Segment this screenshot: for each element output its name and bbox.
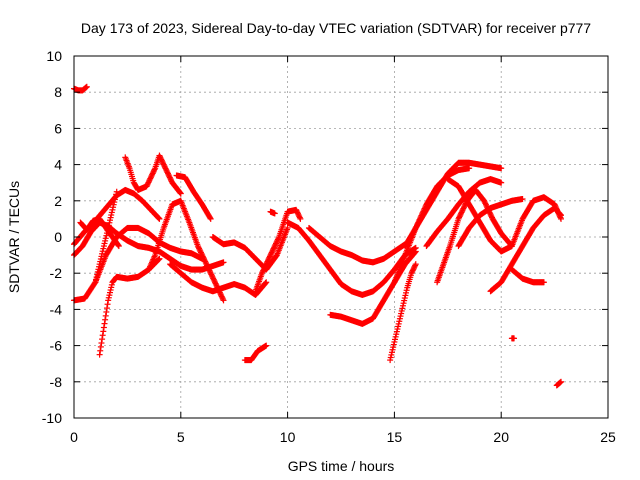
series-s11	[252, 206, 304, 295]
series-s22	[444, 176, 565, 255]
series-s15	[305, 224, 409, 266]
series-s7	[173, 172, 214, 222]
data-points	[71, 83, 565, 389]
series-s13	[267, 208, 278, 217]
grid-lines	[74, 56, 608, 418]
series-s12	[241, 342, 270, 364]
series-s5	[96, 255, 163, 358]
chart-title: Day 173 of 2023, Sidereal Day-to-day VTE…	[81, 20, 591, 36]
series-s8	[145, 197, 227, 304]
series-s14	[284, 219, 419, 298]
series-s19	[402, 159, 505, 250]
series-s3	[71, 219, 227, 273]
series-s20	[423, 176, 505, 250]
series-s21	[434, 186, 515, 286]
series-s10	[209, 224, 291, 273]
series-s16	[327, 248, 419, 327]
series-s17	[387, 261, 419, 364]
series-s6	[122, 152, 184, 197]
